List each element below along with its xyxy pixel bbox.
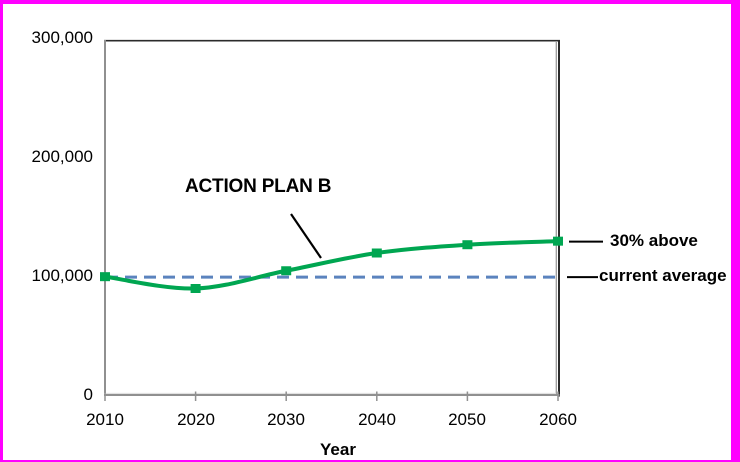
- data-point-marker: [462, 240, 473, 250]
- data-point-marker: [190, 284, 201, 293]
- annotation-current-average: current average: [599, 266, 727, 285]
- y-tick-label: 100,000: [31, 266, 93, 285]
- x-tick-label: 2030: [267, 410, 305, 429]
- series-callout-label: ACTION PLAN B: [185, 176, 332, 197]
- data-point-marker: [553, 236, 563, 246]
- annotation-30-percent-above: 30% above: [610, 231, 698, 250]
- x-tick-label: 2050: [448, 410, 486, 429]
- data-point-marker: [100, 272, 110, 282]
- x-tick-label: 2060: [539, 410, 577, 429]
- x-axis-title: Year: [320, 440, 356, 459]
- x-tick-label: 2040: [358, 410, 396, 429]
- y-tick-label: 0: [83, 385, 93, 404]
- data-point-marker: [371, 248, 382, 258]
- series-callout-leader-line: [290, 213, 322, 259]
- data-point-marker: [281, 266, 292, 276]
- series-line-action-plan-b: [104, 239, 559, 291]
- y-tick-label: 200,000: [31, 147, 93, 166]
- x-tick-label: 2020: [177, 410, 215, 429]
- y-tick-label: 300,000: [31, 28, 93, 47]
- x-tick-label: 2010: [86, 410, 124, 429]
